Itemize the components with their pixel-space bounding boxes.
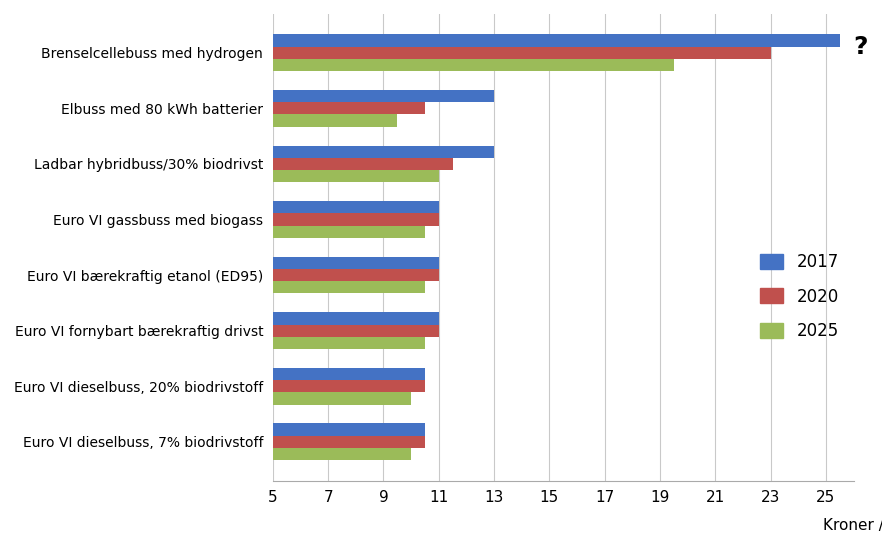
Bar	[135, 90, 494, 102]
Bar	[135, 201, 438, 213]
Legend: 2017, 2020, 2025: 2017, 2020, 2025	[753, 247, 845, 347]
Bar	[135, 34, 840, 47]
Bar	[135, 146, 494, 158]
Bar	[135, 435, 425, 448]
Bar	[135, 102, 425, 115]
Bar	[135, 47, 771, 59]
Text: ?: ?	[854, 35, 868, 59]
Bar	[135, 170, 438, 182]
Bar	[135, 225, 425, 238]
X-axis label: Kroner /km: Kroner /km	[823, 518, 882, 533]
Bar	[135, 337, 425, 349]
Bar	[135, 158, 452, 170]
Bar	[135, 368, 425, 380]
Bar	[135, 448, 411, 460]
Bar	[135, 213, 438, 225]
Bar	[135, 115, 397, 127]
Bar	[135, 59, 674, 71]
Bar	[135, 312, 438, 325]
Bar	[135, 392, 411, 405]
Bar	[135, 257, 438, 269]
Bar	[135, 269, 438, 281]
Bar	[135, 281, 425, 293]
Bar	[135, 325, 438, 337]
Bar	[135, 380, 425, 392]
Bar	[135, 424, 425, 435]
